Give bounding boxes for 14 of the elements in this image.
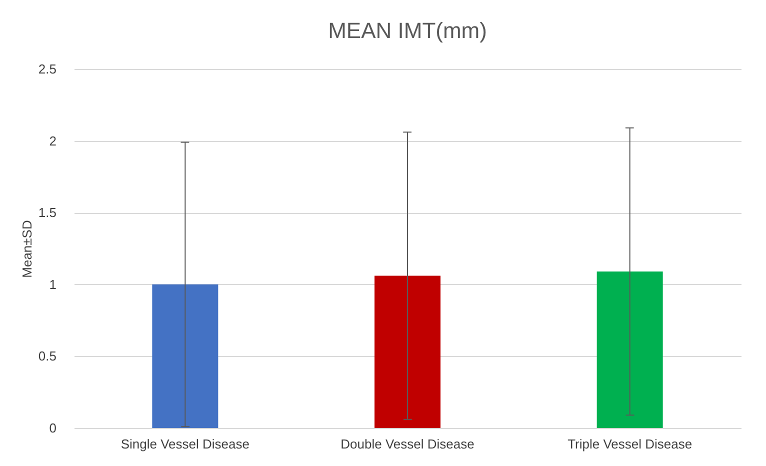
x-tick-label: Single Vessel Disease <box>120 436 250 452</box>
y-tick-label: 1 <box>49 276 56 292</box>
y-axis-title: Mean±SD <box>19 220 34 278</box>
y-tick-label: 2 <box>49 133 56 148</box>
chart-title: MEAN IMT(mm) <box>328 18 487 43</box>
bar <box>374 276 440 428</box>
y-tick-label: 0.5 <box>38 348 56 364</box>
x-tick-label: Double Vessel Disease <box>340 436 474 452</box>
y-tick-label: 0 <box>49 420 56 436</box>
bar <box>596 271 663 428</box>
x-tick-label: Triple Vessel Disease <box>568 436 692 452</box>
y-tick-label: 2.5 <box>38 62 56 76</box>
y-tick-label: 1.5 <box>38 205 56 220</box>
bar <box>152 284 218 428</box>
